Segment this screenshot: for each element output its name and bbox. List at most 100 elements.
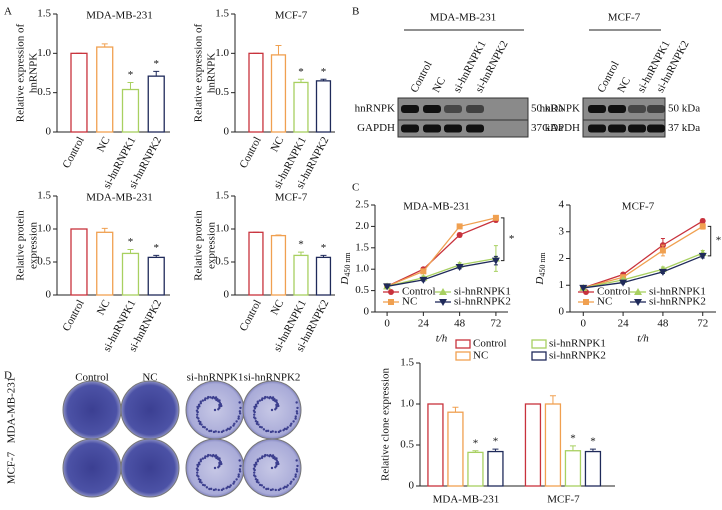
legend-marker	[388, 289, 394, 295]
colony	[286, 484, 289, 487]
legend-swatch	[455, 351, 471, 361]
y-tick-label: 1.0	[355, 263, 369, 275]
bar	[270, 234, 287, 296]
colony	[279, 429, 282, 433]
colony	[215, 456, 218, 460]
series-line	[583, 220, 704, 289]
colony	[275, 401, 279, 404]
legend-marker	[583, 299, 589, 305]
colony	[296, 406, 299, 410]
y-tick-label: 0	[224, 126, 230, 138]
y-tick-label: 1.5	[215, 8, 229, 20]
bar	[121, 252, 140, 296]
size-label: 50 kDa	[531, 103, 563, 115]
y-axis-label: hnRNPK	[206, 53, 218, 93]
blot-band	[401, 124, 419, 133]
colony	[218, 461, 221, 465]
colony	[255, 463, 258, 466]
colony	[283, 485, 287, 488]
legend-label: Control	[402, 286, 436, 298]
colony	[226, 427, 230, 430]
data-point	[383, 283, 392, 291]
colony-column-label: si-hnRNPK2	[244, 372, 301, 384]
colony	[263, 397, 266, 400]
data-point	[659, 247, 666, 254]
y-axis-label: Relative expression of	[15, 23, 27, 122]
data-point	[699, 218, 706, 225]
colony	[237, 475, 240, 478]
y-tick-label: 1.5	[37, 190, 51, 202]
chart-title: MDA-MB-231	[403, 201, 470, 213]
y-tick-label: 1.5	[37, 8, 51, 20]
bar	[248, 231, 264, 296]
significance: *	[473, 437, 479, 449]
y-tick-label: 2.5	[355, 199, 369, 211]
legend-label: NC	[597, 296, 612, 308]
series-line	[386, 257, 497, 287]
x-tick-label: MCF-7	[547, 494, 580, 506]
blot-band	[466, 124, 484, 133]
colony	[255, 405, 258, 408]
colony	[209, 429, 213, 433]
colony	[199, 460, 202, 463]
colony	[260, 426, 263, 429]
data-point	[698, 252, 707, 260]
bar	[147, 256, 165, 296]
colony	[213, 466, 217, 470]
cell-line-label: MDA-MB-231	[430, 12, 497, 24]
colony	[294, 473, 297, 476]
error-bar	[569, 445, 576, 451]
colony	[196, 413, 199, 416]
colony	[222, 487, 225, 491]
colony	[214, 488, 217, 491]
chart-title: MCF-7	[275, 192, 308, 204]
blot-band	[628, 124, 646, 133]
bar	[584, 450, 602, 487]
chart-title: MDA-MB-231	[86, 10, 153, 22]
colony	[238, 412, 242, 415]
colony	[266, 454, 269, 457]
colony	[296, 464, 299, 468]
size-label: 37 kDa	[668, 122, 700, 134]
colony	[253, 410, 256, 414]
y-axis-label: hnRNPK	[28, 53, 40, 93]
error-bar	[101, 43, 108, 48]
error-bar	[320, 78, 327, 81]
colony	[260, 456, 264, 460]
colony	[239, 464, 242, 468]
protein-label: GAPDH	[357, 122, 395, 134]
x-tick-label: NC	[269, 298, 287, 317]
blot-band	[423, 105, 441, 113]
colony	[253, 407, 257, 410]
legend-label: si-hnRNPK2	[454, 296, 511, 308]
blot-band	[423, 124, 441, 133]
y-axis-label: D450 nm	[534, 252, 547, 286]
colony	[209, 454, 212, 457]
data-point	[619, 279, 628, 287]
colony	[237, 415, 240, 418]
y-tick-label: 2	[559, 252, 565, 264]
colony	[271, 488, 274, 491]
bracket	[500, 217, 505, 262]
colony	[206, 397, 209, 400]
error-bar	[275, 234, 282, 236]
colony	[254, 417, 257, 420]
legend-label: si-hnRNPK1	[454, 286, 511, 298]
colony	[286, 426, 289, 429]
legend-label: Control	[473, 338, 507, 350]
blot-band	[628, 105, 646, 113]
colony	[235, 420, 238, 423]
colony	[226, 485, 230, 488]
significance: *	[298, 66, 304, 78]
x-tick-label: 0	[581, 318, 587, 330]
y-axis-label-main: D	[534, 277, 546, 286]
legend-swatch	[455, 339, 471, 349]
y-axis-label: Relative protein	[15, 210, 27, 281]
x-tick-label: Control	[237, 135, 263, 170]
colony	[294, 415, 297, 418]
legend-swatch	[531, 351, 547, 361]
colony	[279, 487, 282, 491]
x-tick-label: Control	[60, 298, 86, 333]
colony	[233, 480, 236, 483]
